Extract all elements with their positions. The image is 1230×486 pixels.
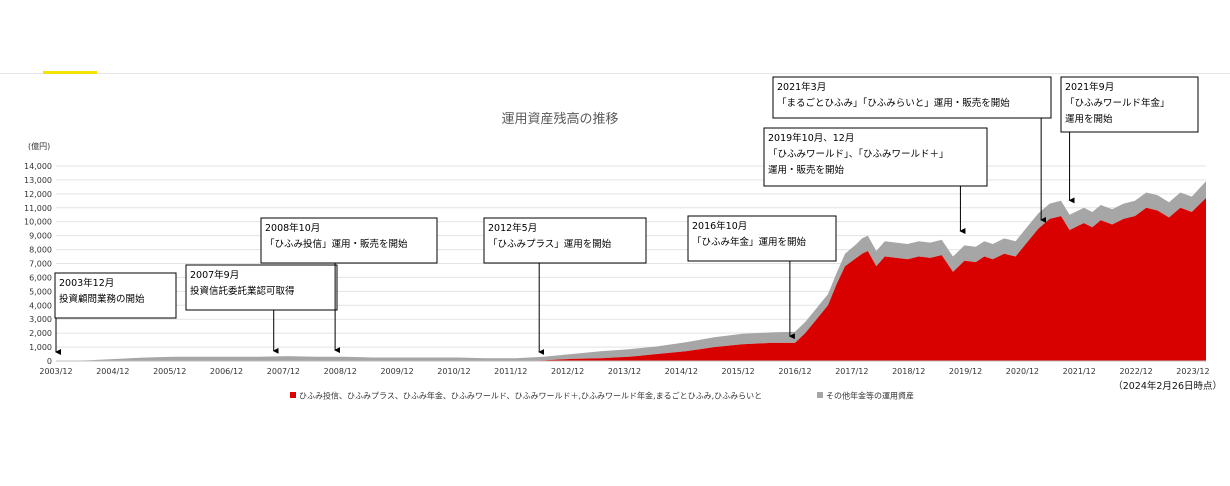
x-tick-label: 2017/12 xyxy=(835,367,868,376)
annotation: 2012年5月「ひふみプラス」運用を開始 xyxy=(483,217,647,355)
annotation-text: 「ひふみワールド」、「ひふみワールド＋」 xyxy=(768,149,949,160)
annotation-text: 運用を開始 xyxy=(1065,113,1113,125)
x-tick-label: 2011/12 xyxy=(494,367,527,376)
x-tick-label: 2015/12 xyxy=(722,367,755,376)
x-tick-label: 2020/12 xyxy=(1006,367,1039,376)
annotation-text: 運用・販売を開始 xyxy=(768,164,845,176)
annotation-text: 「ひふみワールド年金」 xyxy=(1065,97,1170,109)
annotation-box xyxy=(772,76,1052,119)
legend-label: ひふみ投信、ひふみプラス、ひふみ年金、ひふみワールド、ひふみワールド＋,ひふみワ… xyxy=(299,391,762,401)
annotation-text: 投資信託委託業認可取得 xyxy=(190,285,295,297)
y-tick-label: 8,000 xyxy=(29,246,52,255)
chart-title: 運用資産残高の推移 xyxy=(501,111,618,127)
y-tick-label: 11,000 xyxy=(24,204,52,213)
x-tick-label: 2003/12 xyxy=(39,367,72,376)
area-series xyxy=(56,181,1206,361)
annotation-text: 2008年10月 xyxy=(265,222,320,234)
y-tick-label: 12,000 xyxy=(24,190,52,199)
y-tick-label: 6,000 xyxy=(29,273,52,282)
annotation: 2019年10月、12月「ひふみワールド」、「ひふみワールド＋」運用・販売を開始 xyxy=(763,127,988,235)
x-tick-label: 2021/12 xyxy=(1063,367,1096,376)
x-tick-label: 2013/12 xyxy=(608,367,641,376)
x-tick-label: 2007/12 xyxy=(267,367,300,376)
x-tick-label: 2016/12 xyxy=(778,367,811,376)
annotation-text: 2003年12月 xyxy=(59,277,114,289)
y-tick-label: 2,000 xyxy=(29,329,52,338)
legend: ひふみ投信、ひふみプラス、ひふみ年金、ひふみワールド、ひふみワールド＋,ひふみワ… xyxy=(290,391,914,401)
annotation-text: 投資顧問業務の開始 xyxy=(59,293,145,305)
y-axis-ticks: 0 1,000 2,000 3,000 4,000 5,000 6,000 7,000 8,00… xyxy=(24,162,52,366)
x-tick-label: 2005/12 xyxy=(153,367,186,376)
x-tick-label: 2023/12 xyxy=(1176,367,1209,376)
x-tick-label: 2014/12 xyxy=(665,367,698,376)
annotation: 2021年9月「ひふみワールド年金」運用を開始 xyxy=(1060,76,1199,204)
annotation-text: 「ひふみ年金」運用を開始 xyxy=(692,236,807,248)
annotation-box xyxy=(54,272,177,319)
y-tick-label: 7,000 xyxy=(29,260,52,269)
annotation: 2021年3月「まるごとひふみ」「ひふみらいと」運用・販売を開始 xyxy=(772,76,1052,223)
x-tick-label: 2010/12 xyxy=(437,367,470,376)
y-tick-label: 14,000 xyxy=(24,162,52,171)
legend-swatch xyxy=(290,392,296,398)
annotation-text: 2012年5月 xyxy=(488,222,537,234)
annotation: 2016年10月「ひふみ年金」運用を開始 xyxy=(687,215,837,340)
y-tick-label: 1,000 xyxy=(29,343,52,352)
annotation-text: 「ひふみプラス」運用を開始 xyxy=(488,238,612,250)
y-tick-label: 9,000 xyxy=(29,232,52,241)
annotation-text: 2021年9月 xyxy=(1065,81,1114,93)
as-of-date: （2024年2月26日時点） xyxy=(1113,380,1222,392)
y-tick-label: 0 xyxy=(47,357,52,366)
legend-label: その他年金等の運用資産 xyxy=(826,391,914,401)
annotation-box xyxy=(260,217,438,264)
annotation-text: 2016年10月 xyxy=(692,220,747,232)
annotation-box xyxy=(1060,76,1199,133)
y-tick-label: 13,000 xyxy=(24,176,52,185)
x-tick-label: 2009/12 xyxy=(380,367,413,376)
annotation-text: 2007年9月 xyxy=(190,269,239,281)
annotation-box xyxy=(185,264,338,311)
x-tick-label: 2004/12 xyxy=(96,367,129,376)
legend-swatch xyxy=(817,392,823,398)
annotation-box xyxy=(687,215,837,262)
series-hifumi-funds-area xyxy=(56,198,1206,361)
annotation-text: 「まるごとひふみ」「ひふみらいと」運用・販売を開始 xyxy=(777,97,1010,109)
annotation-text: 2021年3月 xyxy=(777,81,826,93)
annotation-text: 2019年10月、12月 xyxy=(768,132,854,144)
x-tick-label: 2018/12 xyxy=(892,367,925,376)
x-tick-label: 2012/12 xyxy=(551,367,584,376)
x-tick-label: 2006/12 xyxy=(210,367,243,376)
y-tick-label: 10,000 xyxy=(24,218,52,227)
annotation-box xyxy=(763,127,988,187)
annotations: 2003年12月投資顧問業務の開始2007年9月投資信託委託業認可取得2008年… xyxy=(54,76,1199,355)
annotation: 2008年10月「ひふみ投信」運用・販売を開始 xyxy=(260,217,438,354)
y-tick-label: 4,000 xyxy=(29,301,52,310)
annotation-text: 「ひふみ投信」運用・販売を開始 xyxy=(265,238,408,250)
y-tick-label: 5,000 xyxy=(29,287,52,296)
y-tick-label: 3,000 xyxy=(29,315,52,324)
x-axis-ticks: 2003/12 2004/12 2005/12 2006/12 2007/12 2008/… xyxy=(39,367,1209,376)
accent-bar xyxy=(43,71,97,74)
y-axis-unit: (億円) xyxy=(28,141,50,151)
x-tick-label: 2022/12 xyxy=(1119,367,1152,376)
x-tick-label: 2008/12 xyxy=(324,367,357,376)
top-divider xyxy=(0,73,1230,74)
annotation-box xyxy=(483,217,647,264)
x-tick-label: 2019/12 xyxy=(949,367,982,376)
